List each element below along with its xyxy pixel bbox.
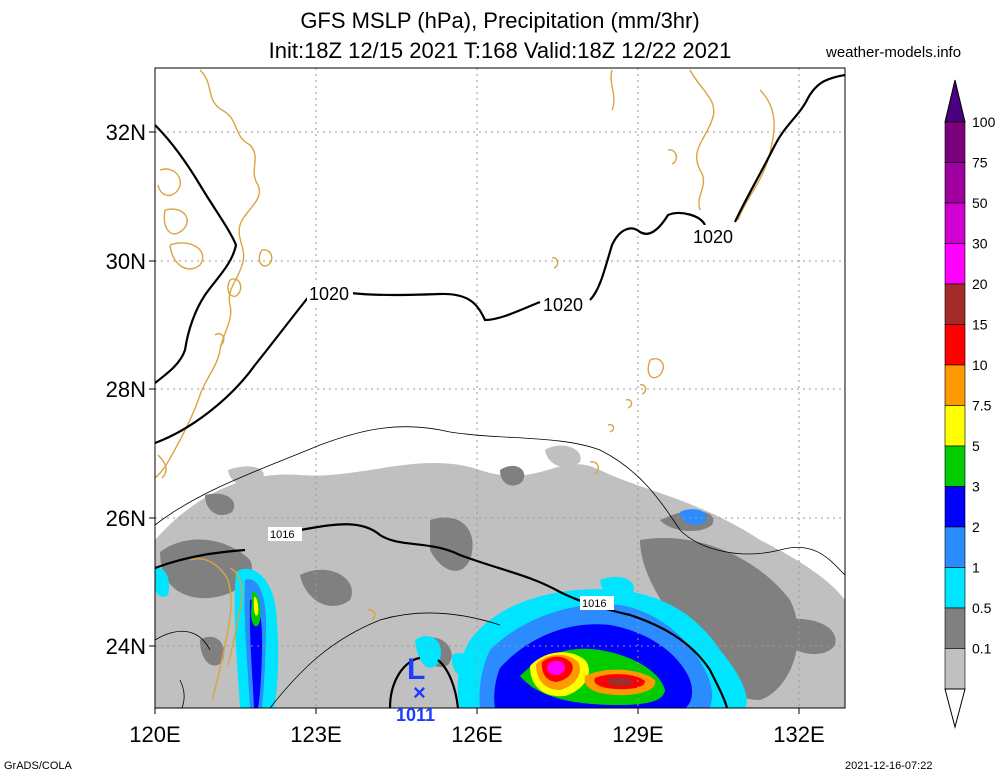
low-x-icon: × xyxy=(413,680,426,705)
lat-label: 30N xyxy=(106,249,146,274)
colorbar-swatch xyxy=(944,283,966,325)
colorbar-top-arrow xyxy=(944,79,966,123)
colorbar-label: 1 xyxy=(972,560,980,576)
low-value: 1011 xyxy=(396,705,435,725)
colorbar-label: 100 xyxy=(972,114,996,130)
map-area xyxy=(155,68,845,708)
lat-label: 32N xyxy=(106,120,146,145)
grads-credit: GrADS/COLA xyxy=(4,760,72,772)
site-credit: weather-models.info xyxy=(826,44,962,61)
colorbar-label: 20 xyxy=(972,276,988,292)
isobar-label: 1020 xyxy=(543,295,583,315)
isobar-label: 1020 xyxy=(309,284,349,304)
colorbar-swatch xyxy=(944,567,966,609)
colorbar-swatch xyxy=(944,324,966,366)
lat-label: 28N xyxy=(106,377,146,402)
colorbar-swatch xyxy=(944,243,966,285)
colorbar-swatch xyxy=(944,202,966,244)
isobar-label: 1016 xyxy=(270,529,294,541)
colorbar-label: 3 xyxy=(972,479,980,495)
precip-taiwan-band xyxy=(155,567,279,708)
longitude-labels: 120E 123E 126E 129E 132E xyxy=(129,722,824,747)
chart-title-line2: Init:18Z 12/15 2021 T:168 Valid:18Z 12/2… xyxy=(268,38,732,63)
colorbar-swatch xyxy=(944,162,966,204)
isobars-thin xyxy=(155,426,845,708)
colorbar-swatch xyxy=(944,445,966,487)
map-frame xyxy=(154,67,846,709)
chart-title-line1: GFS MSLP (hPa), Precipitation (mm/3hr) xyxy=(300,8,700,33)
lon-label: 132E xyxy=(773,722,824,747)
colorbar-swatch xyxy=(944,364,966,406)
low-pressure-marker: L × 1011 xyxy=(396,653,435,725)
colorbar-label: 15 xyxy=(972,317,988,333)
colorbar-label: 30 xyxy=(972,236,988,252)
colorbar-swatch xyxy=(944,526,966,568)
isobars-thick xyxy=(155,73,845,708)
lon-label: 123E xyxy=(290,722,341,747)
isobar-label: 1020 xyxy=(693,227,733,247)
precip-main-cluster xyxy=(415,509,747,708)
lon-label: 129E xyxy=(612,722,663,747)
isobar-labels: 1020 1020 1020 1016 1016 xyxy=(268,225,739,610)
colorbar: 100 75 50 30 20 15 10 7.5 5 3 2 1 0.5 0.1 xyxy=(944,79,996,729)
colorbar-swatch xyxy=(944,648,966,690)
lat-label: 26N xyxy=(106,506,146,531)
colorbar-swatch xyxy=(944,486,966,528)
colorbar-swatch xyxy=(944,607,966,649)
lat-label: 24N xyxy=(106,634,146,659)
isobar-label: 1016 xyxy=(582,598,606,610)
timestamp: 2021-12-16-07:22 xyxy=(845,760,933,772)
colorbar-label: 50 xyxy=(972,195,988,211)
colorbar-swatch xyxy=(944,405,966,447)
colorbar-label: 2 xyxy=(972,519,980,535)
colorbar-label: 0.1 xyxy=(972,641,992,657)
lon-label: 120E xyxy=(129,722,180,747)
lon-label: 126E xyxy=(451,722,502,747)
axis-ticks xyxy=(149,131,800,714)
colorbar-label: 0.5 xyxy=(972,600,992,616)
colorbar-label: 75 xyxy=(972,155,988,171)
colorbar-label: 5 xyxy=(972,438,980,454)
colorbar-swatch xyxy=(944,121,966,163)
colorbar-label: 7.5 xyxy=(972,398,992,414)
colorbar-bottom-arrow xyxy=(944,688,966,729)
colorbar-label: 10 xyxy=(972,357,988,373)
low-letter: L xyxy=(407,653,425,686)
latitude-labels: 32N 30N 28N 26N 24N xyxy=(106,120,146,659)
lat-lon-grid xyxy=(155,68,845,708)
